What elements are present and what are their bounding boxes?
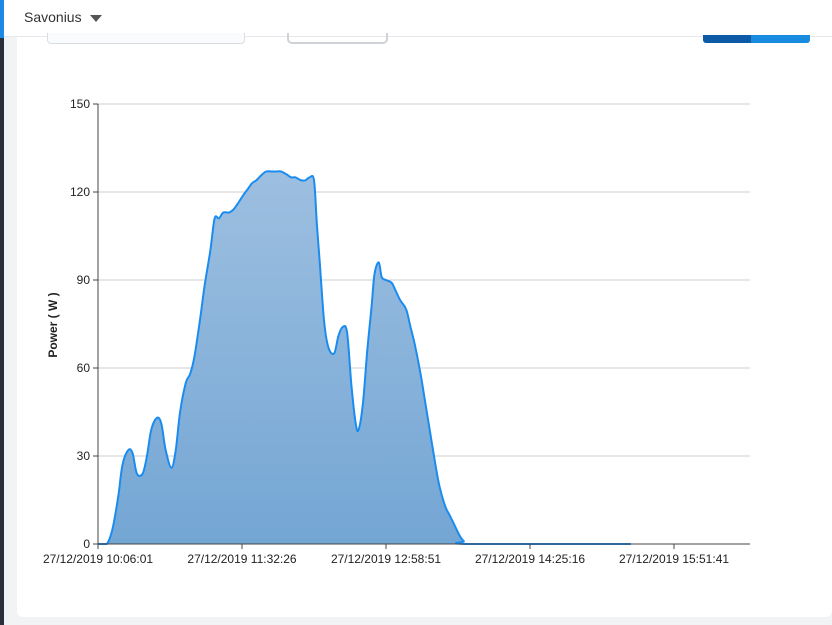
y-axis-label: Power ( W ) — [46, 292, 60, 357]
range-select[interactable] — [287, 33, 388, 44]
y-tick-labels: 0 30 60 90 120 150 — [70, 97, 98, 551]
x-tick-label: 27/12/2019 12:58:51 — [331, 552, 441, 566]
y-tick-label: 150 — [70, 97, 90, 111]
y-tick-label: 0 — [83, 537, 90, 551]
left-rail — [0, 0, 4, 625]
y-tick-label: 30 — [77, 449, 91, 463]
power-area — [98, 171, 631, 544]
x-tick-label: 27/12/2019 15:51:41 — [619, 552, 729, 566]
x-tick-label: 27/12/2019 14:25:16 — [475, 552, 585, 566]
power-line — [98, 170, 631, 545]
device-selector[interactable]: Savonius — [24, 9, 102, 25]
caret-down-icon — [89, 14, 102, 22]
left-rail-accent — [0, 0, 4, 38]
device-selector-label: Savonius — [24, 9, 82, 25]
x-tick-labels: 27/12/2019 10:06:01 27/12/2019 11:32:26 27… — [43, 544, 729, 566]
x-tick-label: 27/12/2019 10:06:01 — [43, 552, 153, 566]
date-input[interactable] — [47, 33, 245, 44]
action-button-secondary[interactable] — [751, 35, 810, 43]
y-tick-label: 90 — [77, 273, 91, 287]
action-button-primary[interactable] — [703, 35, 751, 43]
x-tick-label: 27/12/2019 11:32:26 — [187, 552, 297, 566]
y-tick-label: 120 — [70, 185, 90, 199]
y-tick-label: 60 — [77, 361, 91, 375]
top-bar: Savonius — [4, 0, 832, 37]
